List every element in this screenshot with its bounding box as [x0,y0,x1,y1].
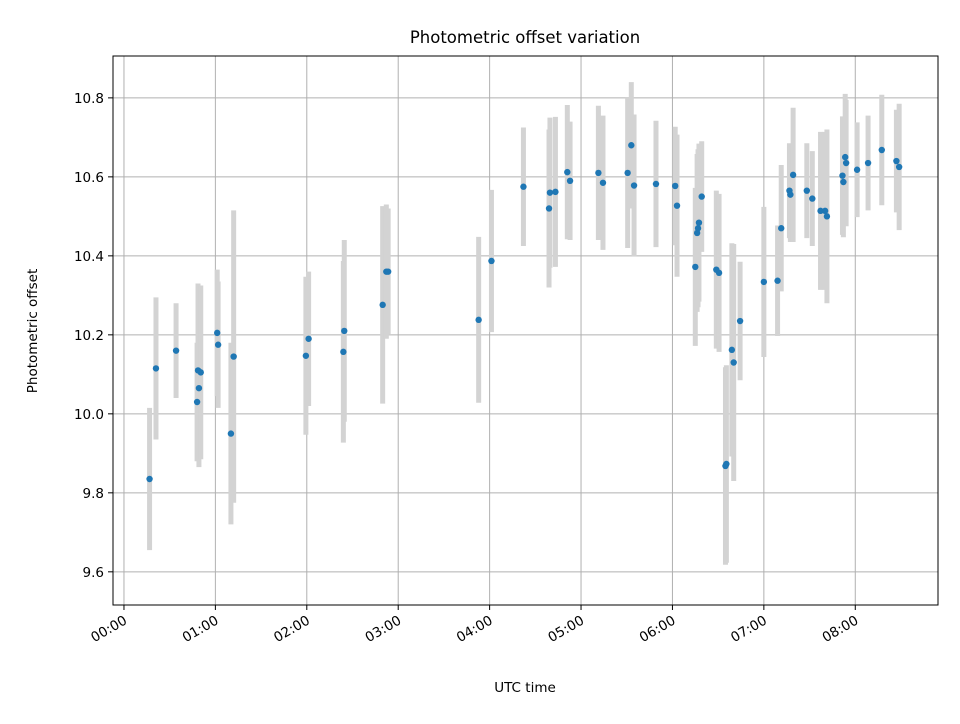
y-tick-label: 10.0 [74,407,104,423]
data-point [488,257,495,265]
data-point [789,171,797,179]
data-point [214,341,222,348]
data-point [302,352,310,359]
data-point [341,327,348,335]
data-point [195,384,203,392]
data-point [197,369,204,376]
data-point [778,225,785,232]
data-point [736,317,744,325]
data-point [227,430,235,437]
y-axis-label: Photometric offset [25,269,41,393]
data-point [693,229,701,237]
data-point [384,268,392,275]
data-point [803,187,811,194]
data-point [475,316,482,324]
data-point [878,146,885,154]
chart-title: Photometric offset variation [410,28,640,47]
data-point [671,182,679,190]
y-tick-label: 10.4 [74,249,104,265]
data-point [624,169,631,177]
data-point [599,179,607,186]
data-point [595,169,602,177]
data-point [692,263,699,271]
x-tick-label: 06:00 [637,613,679,646]
data-point [723,460,730,468]
data-point [817,207,824,215]
data-point [895,163,903,171]
data-point [715,269,723,277]
data-point [652,180,660,188]
plot-frame [112,55,939,606]
data-point [520,183,527,190]
data-point [628,142,635,149]
data-point [695,219,703,226]
data-point [564,168,571,176]
x-axis-ticks: 00:00 01:00 02:00 03:00 04:00 05:00 06:00 07:00… [88,605,861,646]
data-point [552,188,559,196]
data-point [305,335,312,342]
data-point [842,159,850,167]
y-tick-label: 10.6 [74,170,104,186]
data-point [821,207,829,215]
data-point [230,353,237,360]
x-tick-label: 05:00 [545,613,587,646]
data-points [146,142,903,483]
data-point [760,278,768,286]
x-tick-label: 02:00 [271,613,313,646]
data-point [853,166,861,173]
data-point [839,172,846,179]
x-axis-label: UTC time [494,680,556,696]
x-tick-label: 00:00 [88,613,130,646]
error-bars [147,82,902,565]
data-point [842,153,849,161]
data-point [823,213,831,220]
data-point [172,347,180,354]
data-point [630,182,638,189]
x-tick-label: 01:00 [180,613,222,646]
data-point [673,202,681,209]
data-point [864,159,872,167]
data-point [698,193,705,200]
x-tick-label: 04:00 [454,613,496,646]
data-point [152,365,160,372]
y-tick-label: 9.8 [83,486,104,502]
data-point [146,475,153,483]
y-tick-label: 9.6 [83,565,104,581]
data-point [566,177,574,185]
y-tick-label: 10.8 [74,91,104,107]
y-axis-ticks: 9.6 9.8 10.0 10.2 10.4 10.6 10.8 [74,91,113,581]
x-tick-label: 03:00 [363,613,405,646]
data-point [774,277,781,284]
data-point [193,398,201,406]
data-point [787,191,794,198]
data-point [840,178,847,186]
data-point [546,189,554,196]
data-point [728,346,736,354]
data-point [379,301,386,309]
data-point [893,157,900,165]
y-tick-label: 10.2 [74,328,104,344]
data-point [214,329,221,337]
data-point [694,225,702,232]
data-point [730,359,737,366]
data-point [809,195,816,202]
data-point [545,205,553,212]
x-tick-label: 08:00 [820,613,862,646]
data-point [340,348,347,356]
x-tick-label: 07:00 [728,613,770,646]
